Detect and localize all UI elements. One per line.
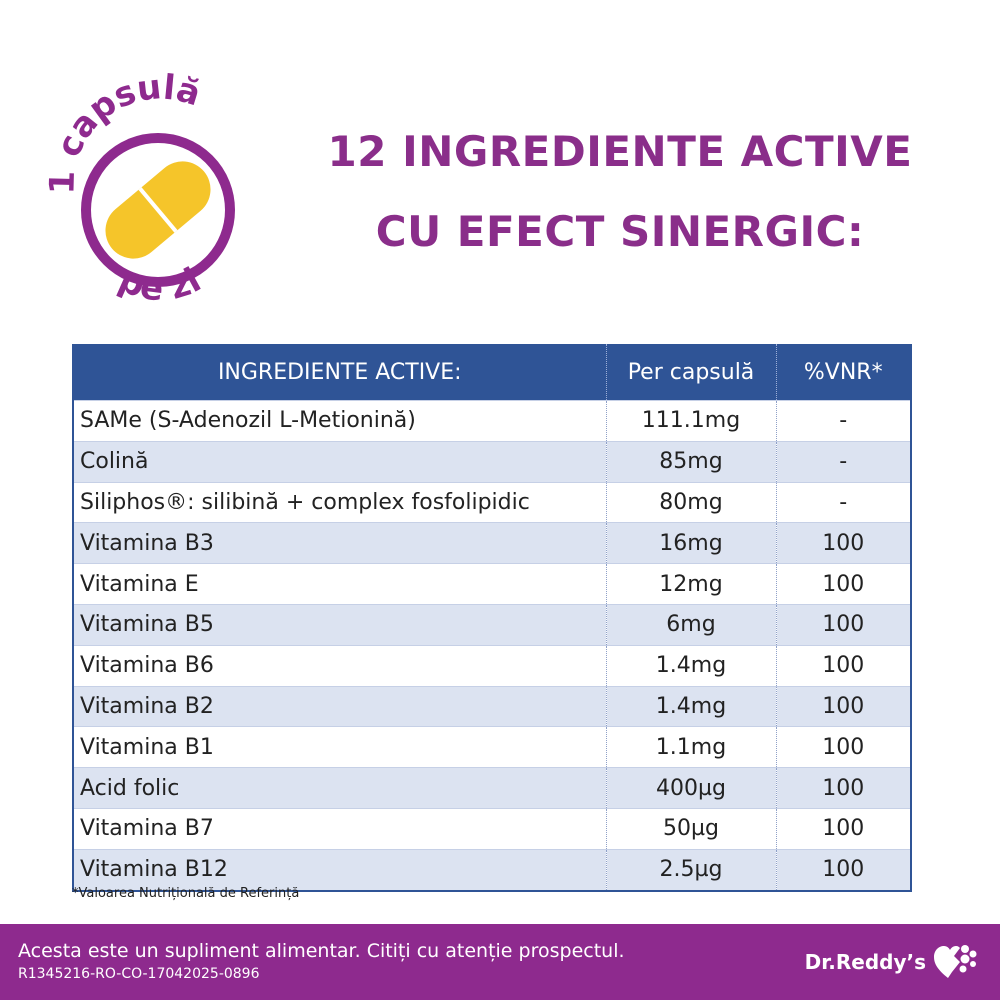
column-header-per-capsule: Per capsulă [606, 344, 777, 401]
table-header-row: INGREDIENTE ACTIVE: Per capsulă %VNR* [73, 344, 911, 401]
vnr-cell: 100 [776, 807, 911, 850]
table-row: Vitamina E 12mg 100 [73, 563, 911, 605]
ingredient-name-cell: Vitamina E [73, 563, 607, 605]
badge-ring [81, 133, 235, 287]
per-capsule-cell: 85mg [606, 440, 777, 483]
per-capsule-cell: 6mg [606, 603, 777, 646]
ingredient-name-cell: Siliphos®: silibină + complex fosfolipid… [73, 481, 607, 523]
brand-logo: Dr.Reddy’s [805, 942, 978, 982]
vnr-cell: 100 [776, 767, 911, 809]
per-capsule-cell: 2.5µg [606, 848, 777, 891]
table-row: Acid folic 400µg 100 [73, 767, 911, 809]
vnr-cell: 100 [776, 522, 911, 564]
ingredient-name-cell: SAMe (S-Adenozil L-Metionină) [73, 400, 607, 442]
ingredients-table: INGREDIENTE ACTIVE: Per capsulă %VNR* SA… [72, 344, 912, 892]
vnr-cell: 100 [776, 644, 911, 687]
vnr-cell: - [776, 440, 911, 483]
per-capsule-cell: 16mg [606, 522, 777, 564]
per-capsule-cell: 1.4mg [606, 685, 777, 727]
table-row: SAMe (S-Adenozil L-Metionină) 111.1mg - [73, 400, 911, 442]
footer-text: Acesta este un supliment alimentar. Citi… [18, 938, 625, 984]
column-header-vnr: %VNR* [776, 344, 911, 401]
per-capsule-cell: 400µg [606, 767, 777, 809]
vnr-cell: 100 [776, 603, 911, 646]
capsule-icon [105, 161, 211, 259]
ingredient-name-cell: Vitamina B12 [73, 848, 607, 891]
ingredient-name-cell: Vitamina B2 [73, 685, 607, 727]
ingredient-name-cell: Vitamina B6 [73, 644, 607, 687]
headline-line-1: 12 INGREDIENTE ACTIVE [327, 127, 913, 176]
per-capsule-cell: 12mg [606, 563, 777, 605]
footnote: *Valoarea Nutrițională de Referință [72, 886, 300, 901]
table-row: Siliphos®: silibină + complex fosfolipid… [73, 481, 911, 523]
ingredient-name-cell: Vitamina B3 [73, 522, 607, 564]
table-row: Vitamina B12 2.5µg 100 [73, 848, 911, 891]
vnr-cell: - [776, 400, 911, 442]
table-row: Colină 85mg - [73, 440, 911, 483]
reference-code: R1345216-RO-CO-17042025-0896 [18, 966, 260, 982]
headline: 12 INGREDIENTE ACTIVE CU EFECT SINERGIC: [300, 112, 940, 272]
per-capsule-cell: 1.4mg [606, 644, 777, 687]
footer-bar: Acesta este un supliment alimentar. Citi… [0, 924, 1000, 1000]
brand-name: Dr.Reddy’s [804, 950, 926, 974]
one-capsule-per-day-badge: 1 capsulă pe zi [40, 60, 280, 320]
badge-graphic: 1 capsulă pe zi [42, 67, 235, 310]
per-capsule-cell: 1.1mg [606, 726, 777, 768]
ingredient-name-cell: Vitamina B1 [73, 726, 607, 768]
ingredient-name-cell: Acid folic [73, 767, 607, 809]
table-row: Vitamina B1 1.1mg 100 [73, 726, 911, 768]
table-row: Vitamina B6 1.4mg 100 [73, 644, 911, 687]
ingredient-name-cell: Vitamina B5 [73, 603, 607, 646]
table-row: Vitamina B5 6mg 100 [73, 603, 911, 646]
vnr-cell: - [776, 481, 911, 523]
heart-dots-logo-icon [934, 945, 977, 978]
per-capsule-cell: 80mg [606, 481, 777, 523]
headline-line-2: CU EFECT SINERGIC: [375, 207, 865, 256]
column-header-ingredients: INGREDIENTE ACTIVE: [73, 344, 607, 401]
vnr-cell: 100 [776, 726, 911, 768]
table-row: Vitamina B2 1.4mg 100 [73, 685, 911, 727]
vnr-cell: 100 [776, 848, 911, 891]
supplement-disclaimer: Acesta este un supliment alimentar. Citi… [18, 940, 625, 962]
per-capsule-cell: 50µg [606, 807, 777, 850]
ingredient-name-cell: Colină [73, 440, 607, 483]
ingredient-name-cell: Vitamina B7 [73, 807, 607, 850]
per-capsule-cell: 111.1mg [606, 400, 777, 442]
vnr-cell: 100 [776, 563, 911, 605]
vnr-cell: 100 [776, 685, 911, 727]
table-row: Vitamina B3 16mg 100 [73, 522, 911, 564]
table-row: Vitamina B7 50µg 100 [73, 807, 911, 850]
